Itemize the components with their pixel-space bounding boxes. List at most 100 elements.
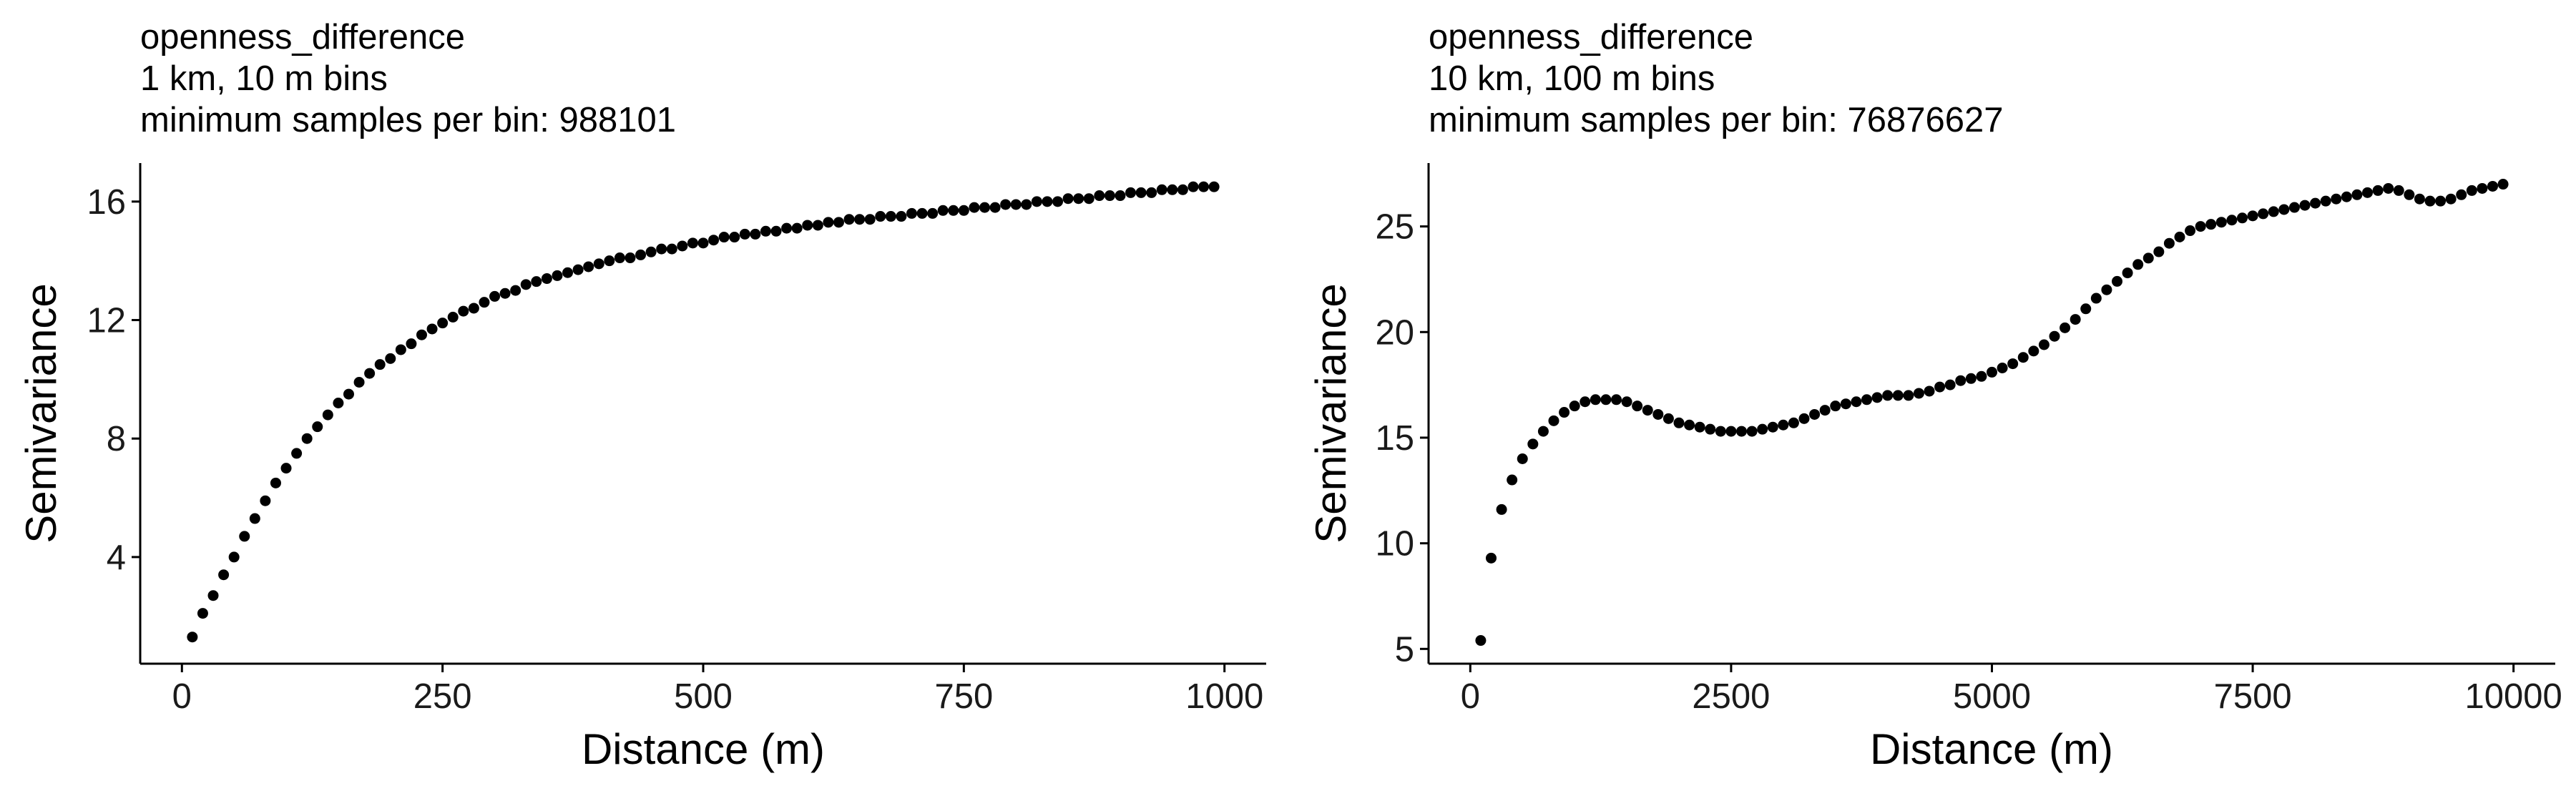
left-panel-data-point: [1198, 181, 1210, 192]
left-panel-data-point: [468, 303, 479, 314]
left-panel-data-point: [864, 214, 876, 225]
right-panel-data-point: [1778, 419, 1789, 431]
left-panel-data-point: [635, 249, 647, 260]
right-panel-points: [1475, 179, 2509, 647]
left-panel-subtitle-line2: minimum samples per bin: 988101: [140, 101, 676, 139]
right-panel-data-point: [1590, 394, 1601, 406]
left-panel-subtitle-line1: 1 km, 10 m bins: [140, 59, 388, 98]
right-panel-data-point: [2017, 352, 2029, 363]
right-panel-y-axis-title: Semivariance: [1307, 283, 1355, 544]
right-panel-data-point: [1662, 413, 1674, 424]
left-panel-y-tick-label: 12: [87, 302, 126, 340]
right-panel-data-point: [2174, 231, 2185, 242]
right-panel-data-point: [1621, 396, 1632, 408]
right-panel-data-point: [2060, 322, 2071, 333]
left-panel-x-tick-label: 500: [674, 677, 733, 716]
left-panel-data-point: [1187, 181, 1199, 192]
right-panel-data-point: [1892, 390, 1904, 401]
right-panel-data-point: [1924, 385, 1935, 397]
left-panel-data-point: [989, 202, 1001, 213]
left-panel-data-point: [312, 421, 323, 433]
right-panel-data-point: [1976, 370, 1987, 382]
right-panel-data-point: [1548, 415, 1559, 426]
left-panel-data-point: [614, 252, 625, 264]
right-panel-subtitle-line2: minimum samples per bin: 76876627: [1429, 101, 2003, 139]
left-panel-data-point: [718, 232, 730, 243]
right-panel-data-point: [2153, 246, 2165, 257]
right-panel-data-point: [1673, 417, 1685, 428]
right-panel-data-point: [1819, 405, 1831, 416]
left-panel-data-point: [458, 305, 469, 317]
left-panel-data-point: [364, 368, 376, 379]
left-panel-data-point: [885, 211, 896, 222]
right-panel-data-point: [2142, 252, 2154, 264]
left-panel-data-point: [218, 569, 230, 581]
right-panel-data-point: [2466, 185, 2477, 196]
left-panel-data-point: [593, 258, 604, 270]
right-panel-data-point: [2163, 237, 2175, 249]
right-panel-data-point: [2007, 358, 2019, 370]
left-panel-data-point: [395, 344, 406, 355]
left-panel-data-point: [499, 288, 511, 299]
right-panel-data-point: [1652, 408, 1664, 420]
right-panel-data-point: [2122, 267, 2133, 279]
left-panel-data-point: [479, 297, 490, 308]
right-panel-data-point: [2132, 259, 2144, 270]
left-panel-y-tick-label: 16: [87, 183, 126, 222]
right-panel-data-point: [2393, 185, 2404, 196]
right-panel-data-point: [1767, 421, 1778, 433]
right-panel-data-point: [1569, 401, 1580, 412]
right-panel-data-point: [1705, 423, 1716, 435]
right-panel-data-point: [2362, 187, 2373, 198]
right-panel-data-point: [1496, 503, 1507, 515]
right-panel-data-point: [2247, 210, 2258, 222]
right-panel-data-point: [2414, 193, 2425, 205]
right-panel-data-point: [1944, 379, 1956, 390]
right-panel-data-point: [2049, 330, 2060, 342]
right-panel-data-point: [2310, 197, 2321, 209]
left-panel-data-point: [426, 323, 438, 335]
left-panel-data-point: [249, 513, 260, 524]
right-panel-data-point: [1580, 396, 1591, 408]
left-panel-data-point: [937, 205, 949, 216]
left-panel-data-point: [1031, 196, 1042, 207]
right-panel-data-point: [2215, 217, 2227, 228]
left-panel-data-point: [1135, 187, 1147, 198]
right-panel-data-point: [2424, 195, 2436, 207]
right-panel-data-point: [1903, 390, 1914, 401]
left-panel-data-point: [791, 222, 803, 234]
left-panel-data-point: [802, 220, 813, 231]
left-panel-points: [187, 181, 1220, 643]
right-panel-y-tick-label: 25: [1375, 208, 1414, 247]
left-panel-data-point: [260, 495, 271, 506]
left-panel-ticks: 0 250 500 750 1000 4 8 12 16: [87, 183, 1263, 716]
left-panel-data-point: [239, 531, 250, 542]
right-panel-data-point: [1809, 408, 1821, 420]
right-panel-title: openness_difference: [1429, 18, 1753, 56]
right-panel-data-point: [2195, 221, 2206, 232]
left-panel-data-point: [833, 217, 844, 228]
right-panel-data-point: [1871, 392, 1883, 403]
right-panel-ticks: 0 2500 5000 7500 10000 5 10 15 20 25: [1375, 208, 2562, 716]
right-panel-data-point: [2258, 208, 2269, 220]
right-panel-data-point: [1861, 394, 1872, 406]
left-panel-data-point: [666, 243, 677, 255]
right-panel-data-point: [1486, 552, 1497, 564]
right-panel-y-tick-label: 5: [1395, 630, 1414, 669]
right-panel: openness_difference 10 km, 100 m bins mi…: [1307, 18, 2562, 773]
left-panel-data-point: [843, 214, 855, 225]
right-panel-data-point: [2038, 339, 2049, 350]
left-panel-data-point: [916, 207, 928, 219]
left-panel-data-point: [207, 590, 219, 601]
right-panel-x-tick-label: 0: [1461, 677, 1480, 716]
left-panel-data-point: [1010, 199, 1022, 210]
left-panel-data-point: [604, 255, 615, 267]
left-panel-data-point: [1177, 184, 1188, 195]
left-panel-data-point: [1073, 193, 1084, 205]
right-panel-data-point: [2487, 180, 2498, 192]
right-panel-data-point: [2288, 202, 2300, 213]
right-panel-y-tick-label: 15: [1375, 419, 1414, 458]
left-panel-data-point: [1167, 184, 1178, 195]
right-panel-data-point: [1788, 417, 1799, 428]
